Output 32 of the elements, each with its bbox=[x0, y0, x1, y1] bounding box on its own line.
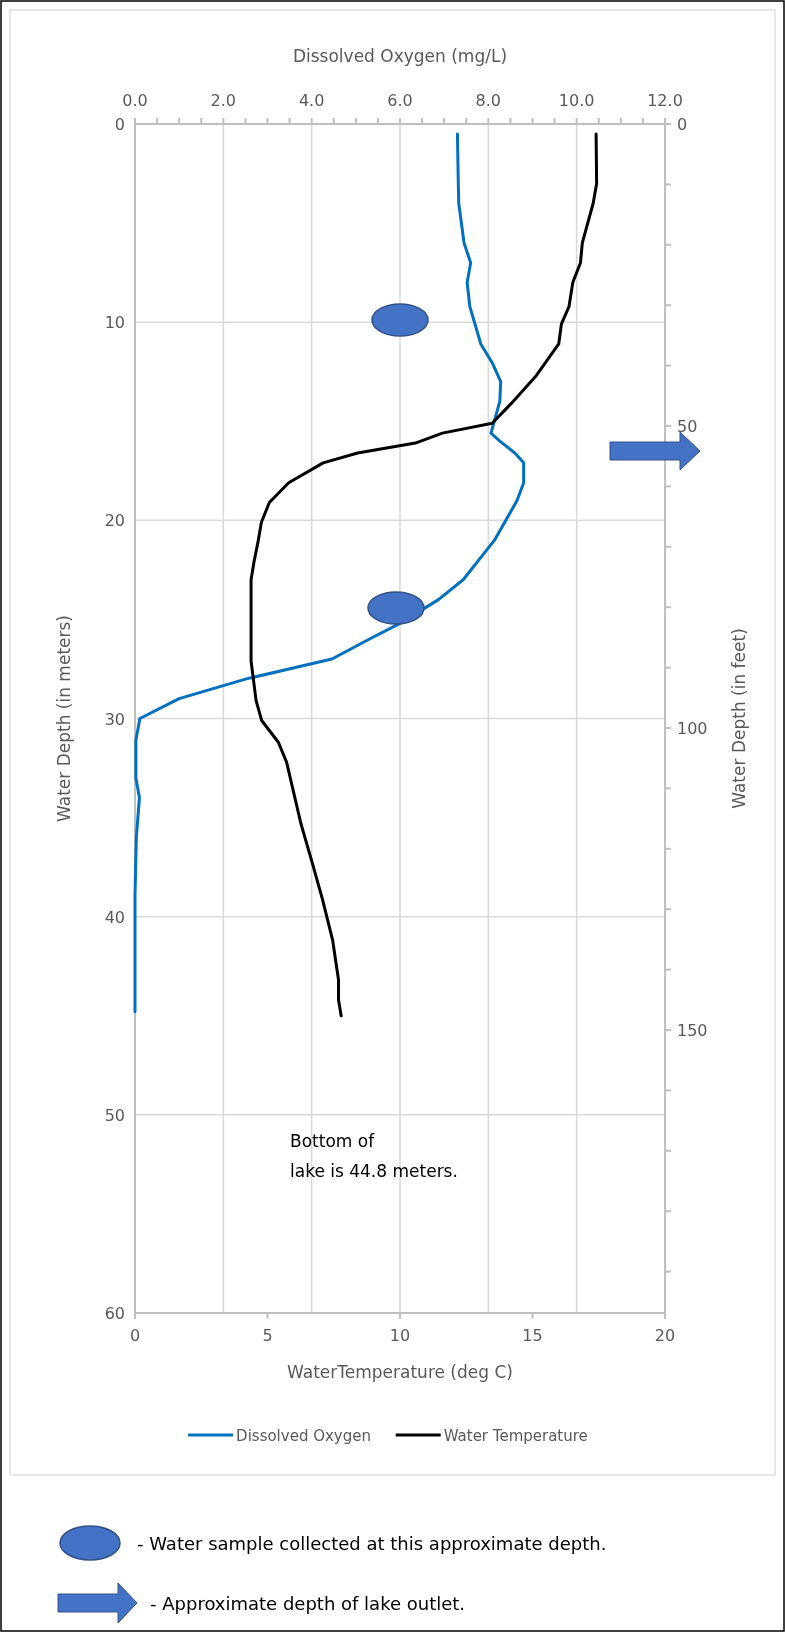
x-tick-label: 0 bbox=[129, 1326, 141, 1345]
text: - Water sample collected at this approximate depth. bbox=[137, 1533, 607, 1554]
x2-tick-label: 2.0 bbox=[210, 91, 237, 110]
x-axis-title: WaterTemperature (deg C) bbox=[287, 1362, 513, 1382]
y-tick-label: 40 bbox=[104, 907, 125, 927]
legend-label: Dissolved Oxygen bbox=[236, 1427, 372, 1445]
y2-tick-label: 50 bbox=[677, 417, 698, 437]
y-tick-label: 30 bbox=[104, 709, 125, 729]
text: - Approximate depth of lake outlet. bbox=[150, 1593, 466, 1614]
y-tick-label: 50 bbox=[104, 1105, 125, 1125]
x2-tick-label: 8.0 bbox=[475, 91, 502, 110]
y2-tick-label: 100 bbox=[677, 719, 708, 739]
y-axis-title: Water Depth (in meters) bbox=[54, 615, 74, 822]
y2-tick-label: 0 bbox=[677, 115, 688, 134]
x-tick-label: 5 bbox=[262, 1326, 273, 1345]
x2-tick-label: 10.0 bbox=[558, 91, 595, 110]
x2-axis-title: Dissolved Oxygen (mg/L) bbox=[292, 46, 508, 66]
text: 0.0 bbox=[122, 91, 148, 110]
x2-tick-label: 12.0 bbox=[647, 91, 683, 110]
y2-axis-title: Water Depth (in feet) bbox=[729, 628, 749, 809]
legend-label: Water Temperature bbox=[443, 1427, 588, 1445]
y-tick-label: 60 bbox=[104, 1304, 125, 1323]
y2-tick-label: 150 bbox=[677, 1021, 708, 1041]
x-tick-label: 15 bbox=[522, 1326, 543, 1345]
annotation: Bottom of lake is 44.8 meters. bbox=[290, 1131, 458, 1181]
y-tick-label: 20 bbox=[104, 511, 125, 531]
x2-tick-label: 6.0 bbox=[387, 91, 413, 110]
x-tick-label: 10 bbox=[389, 1326, 411, 1345]
x2-tick-label: 4.0 bbox=[298, 91, 325, 110]
y-tick-label: 10 bbox=[104, 313, 125, 333]
x-tick-label: 20 bbox=[654, 1326, 676, 1345]
y-tick-label: 0 bbox=[114, 115, 125, 134]
